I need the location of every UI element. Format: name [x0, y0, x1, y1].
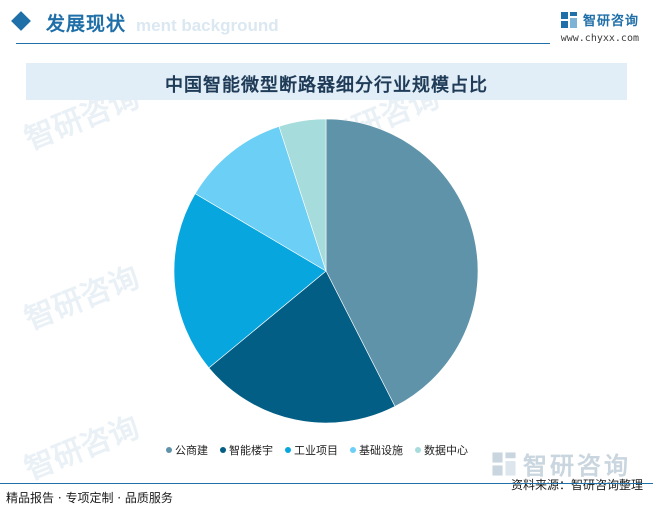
- chart-title-box: 中国智能微型断路器细分行业规模占比: [26, 63, 627, 100]
- legend-swatch: [415, 447, 421, 453]
- legend-item: 数据中心: [415, 442, 468, 458]
- header-ghost-text: ment background: [136, 16, 279, 35]
- watermark-text: 智研咨询: [523, 452, 631, 480]
- legend-item: 工业项目: [285, 442, 338, 458]
- footer-slogan: 精品报告 · 专项定制 · 品质服务: [6, 491, 173, 505]
- chart-legend: 公商建 智能楼宇 工业项目 基础设施 数据中心: [166, 442, 468, 458]
- legend-label: 基础设施: [359, 444, 403, 457]
- pie-slice-5: [278, 118, 327, 272]
- legend-item: 智能楼宇: [220, 442, 273, 458]
- legend-label: 数据中心: [424, 444, 468, 457]
- legend-swatch: [350, 447, 356, 453]
- brand: 智研咨询 www.chyxx.com: [560, 10, 639, 44]
- legend-label: 智能楼宇: [229, 444, 273, 457]
- brand-logo-icon: [560, 11, 577, 28]
- pie-slice-2: [208, 270, 396, 424]
- legend-item: 公商建: [166, 442, 208, 458]
- legend-swatch: [285, 447, 291, 453]
- header-divider: [16, 43, 550, 44]
- page-title: 发展现状: [46, 13, 127, 35]
- source-note: 资料来源：智研咨询整理: [510, 478, 643, 492]
- legend-item: 基础设施: [350, 442, 403, 458]
- legend-swatch: [166, 447, 172, 453]
- pie-slice-4: [194, 126, 327, 272]
- legend-label: 公商建: [175, 444, 208, 457]
- header: ment background 发展现状 智研咨询 www.chyxx.com: [0, 0, 653, 46]
- legend-swatch: [220, 447, 226, 453]
- footer-divider: [0, 483, 653, 484]
- watermark-logo-icon: [492, 451, 516, 476]
- chart-title: 中国智能微型断路器细分行业规模占比: [165, 75, 488, 96]
- pie-slice-1: [325, 118, 479, 407]
- brand-name: 智研咨询: [582, 14, 639, 29]
- watermark-logo: 智研咨询: [491, 446, 631, 481]
- legend-label: 工业项目: [294, 444, 338, 457]
- pie-slice-3: [173, 193, 327, 369]
- brand-url: www.chyxx.com: [560, 33, 639, 44]
